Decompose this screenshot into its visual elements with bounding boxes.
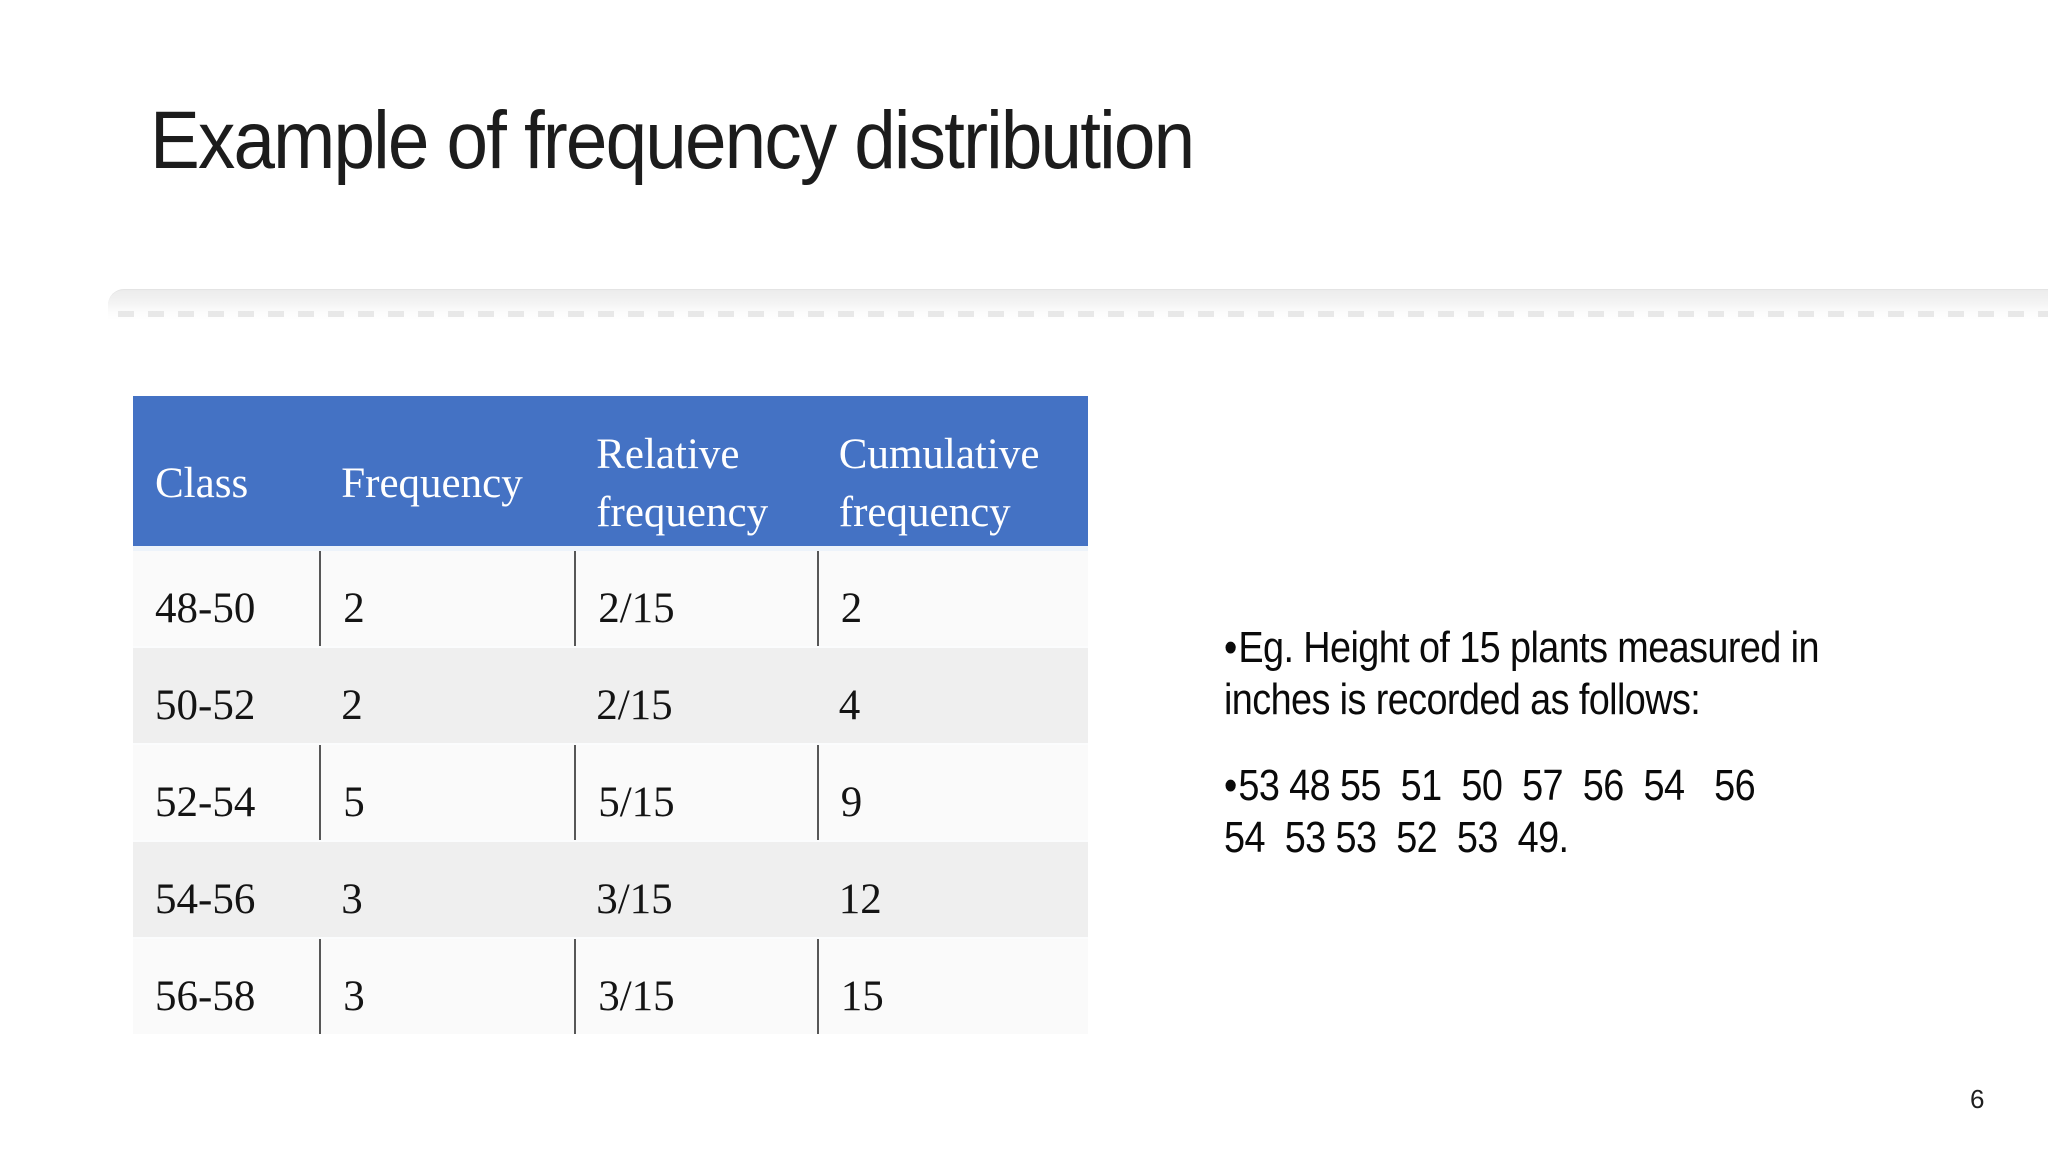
- table-cell: 54-56: [155, 876, 256, 923]
- table-header-row: Class Frequency Relative frequency Cumulati…: [133, 396, 1088, 551]
- table-cell: 5: [319, 745, 574, 840]
- table-row: 54-56 3 3/15 12: [133, 840, 1088, 937]
- bullet-paragraph-data-values: •53 48 55 51 50 57 56 54 56 54 53 53 52 …: [1224, 760, 1843, 864]
- title-divider-shadow: [108, 289, 2048, 320]
- bullet-text: 54 53 53 52 53 49.: [1224, 813, 1569, 862]
- table-row: 52-54 5 5/15 9: [133, 743, 1088, 840]
- table-cell: 2/15: [574, 551, 817, 646]
- table-row: 48-50 2 2/15 2: [133, 551, 1088, 646]
- table-cell: 3: [341, 876, 363, 923]
- table-cell: 9: [816, 745, 1088, 840]
- table-cell: 2: [816, 551, 1088, 646]
- table-cell: 12: [838, 876, 882, 923]
- header-cell: Cumulative frequency: [838, 430, 1040, 536]
- table-cell: 3/15: [596, 876, 673, 923]
- table-cell: 50-52: [155, 682, 256, 729]
- bullet-marker: •: [1224, 761, 1237, 810]
- table-cell: 52-54: [155, 779, 256, 826]
- table-cell: 3/15: [574, 939, 817, 1034]
- header-cell: Frequency: [341, 459, 523, 507]
- table-cell: 15: [816, 939, 1088, 1034]
- bullet-text: inches is recorded as follows:: [1224, 675, 1701, 724]
- slide-title: Example of frequency distribution: [150, 95, 1195, 186]
- table-cell: 3: [319, 939, 574, 1034]
- table-cell: 56-58: [155, 973, 256, 1020]
- table-cell: 5/15: [574, 745, 817, 840]
- table-row: 50-52 2 2/15 4: [133, 646, 1088, 743]
- table-row: 56-58 3 3/15 15: [133, 937, 1088, 1034]
- notes-text-block: •Eg. Height of 15 plants measured in inc…: [1224, 622, 1843, 864]
- table-body: 48-50 2 2/15 2 50-52 2 2/15 4 52-54 5 5/15 9 54-56 3 3…: [133, 551, 1088, 1034]
- page-number: 6: [1970, 1084, 1985, 1114]
- table-cell: 48-50: [155, 585, 256, 632]
- bullet-text: Eg. Height of 15 plants measured in: [1238, 623, 1819, 672]
- frequency-table: Class Frequency Relative frequency Cumulati…: [133, 396, 1088, 1034]
- header-cell: Relative frequency: [596, 430, 769, 536]
- table-cell: 2: [319, 551, 574, 646]
- table-cell: 2/15: [596, 682, 673, 729]
- bullet-marker: •: [1224, 623, 1237, 672]
- bullet-text: 53 48 55 51 50 57 56 54 56: [1238, 761, 1756, 810]
- header-cell: Class: [155, 459, 249, 507]
- bullet-paragraph-heights-intro: •Eg. Height of 15 plants measured in inc…: [1224, 622, 1843, 726]
- table-cell: 2: [341, 682, 363, 729]
- table-cell: 4: [838, 682, 861, 729]
